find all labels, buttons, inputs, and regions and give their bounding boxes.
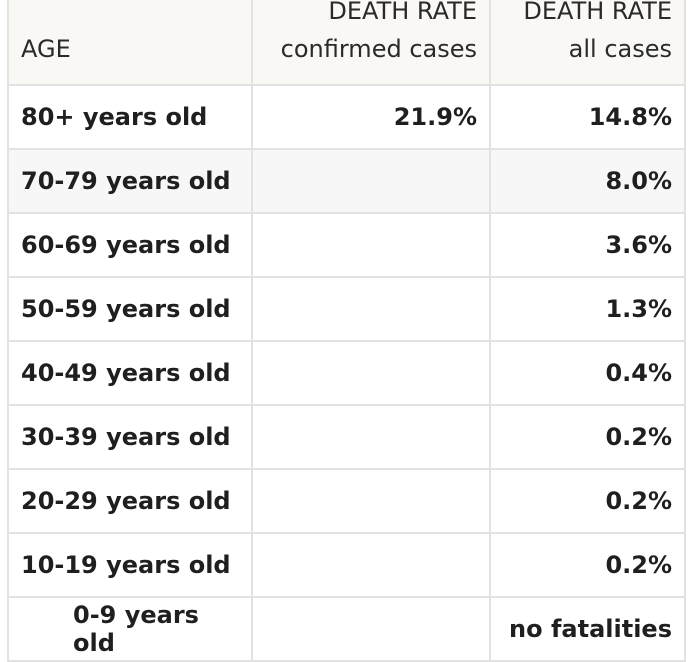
table-row: 10-19 years old 0.2% bbox=[7, 532, 686, 598]
confirmed-rate-cell bbox=[251, 276, 491, 342]
confirmed-rate-cell bbox=[251, 404, 491, 470]
table-row: 50-59 years old 1.3% bbox=[7, 276, 686, 342]
header-all-line-1: DEATH RATE bbox=[523, 0, 672, 25]
all-rate-cell: 14.8% bbox=[489, 84, 686, 150]
all-rate-cell: 1.3% bbox=[489, 276, 686, 342]
table-row: 80+ years old 21.9% 14.8% bbox=[7, 84, 686, 150]
confirmed-rate-cell bbox=[251, 340, 491, 406]
confirmed-rate-cell bbox=[251, 148, 491, 214]
header-confirmed-line-1: DEATH RATE bbox=[328, 0, 477, 25]
table-row: 40-49 years old 0.4% bbox=[7, 340, 686, 406]
age-cell: 70-79 years old bbox=[7, 148, 253, 214]
all-rate-cell: 0.2% bbox=[489, 532, 686, 598]
all-rate-cell: 0.2% bbox=[489, 404, 686, 470]
death-rate-table-container: AGE DEATH RATE confirmed cases DEATH RAT… bbox=[7, 0, 686, 662]
table-header-row: AGE DEATH RATE confirmed cases DEATH RAT… bbox=[7, 0, 686, 86]
confirmed-rate-cell bbox=[251, 468, 491, 534]
age-cell: 80+ years old bbox=[7, 84, 253, 150]
all-rate-cell: 0.2% bbox=[489, 468, 686, 534]
header-age-label: AGE bbox=[21, 35, 71, 63]
confirmed-rate-cell: 21.9% bbox=[251, 84, 491, 150]
age-cell: 10-19 years old bbox=[7, 532, 253, 598]
table-row: 0-9 years old no fatalities bbox=[7, 596, 686, 662]
age-cell: 20-29 years old bbox=[7, 468, 253, 534]
age-cell: 0-9 years old bbox=[7, 596, 253, 662]
age-cell: 30-39 years old bbox=[7, 404, 253, 470]
header-confirmed-line-2: confirmed cases bbox=[280, 35, 477, 63]
header-age: AGE bbox=[7, 0, 253, 86]
table-row: 70-79 years old 8.0% bbox=[7, 148, 686, 214]
death-rate-table: AGE DEATH RATE confirmed cases DEATH RAT… bbox=[7, 0, 686, 662]
table-row: 20-29 years old 0.2% bbox=[7, 468, 686, 534]
age-cell: 50-59 years old bbox=[7, 276, 253, 342]
all-rate-cell: no fatalities bbox=[489, 596, 686, 662]
confirmed-rate-cell bbox=[251, 212, 491, 278]
all-rate-cell: 3.6% bbox=[489, 212, 686, 278]
header-death-rate-all: DEATH RATE all cases bbox=[489, 0, 686, 86]
header-death-rate-confirmed: DEATH RATE confirmed cases bbox=[251, 0, 491, 86]
table-row: 30-39 years old 0.2% bbox=[7, 404, 686, 470]
all-rate-cell: 8.0% bbox=[489, 148, 686, 214]
confirmed-rate-cell bbox=[251, 532, 491, 598]
confirmed-rate-cell bbox=[251, 596, 491, 662]
header-all-line-2: all cases bbox=[568, 35, 672, 63]
age-cell: 40-49 years old bbox=[7, 340, 253, 406]
table-row: 60-69 years old 3.6% bbox=[7, 212, 686, 278]
all-rate-cell: 0.4% bbox=[489, 340, 686, 406]
age-cell: 60-69 years old bbox=[7, 212, 253, 278]
